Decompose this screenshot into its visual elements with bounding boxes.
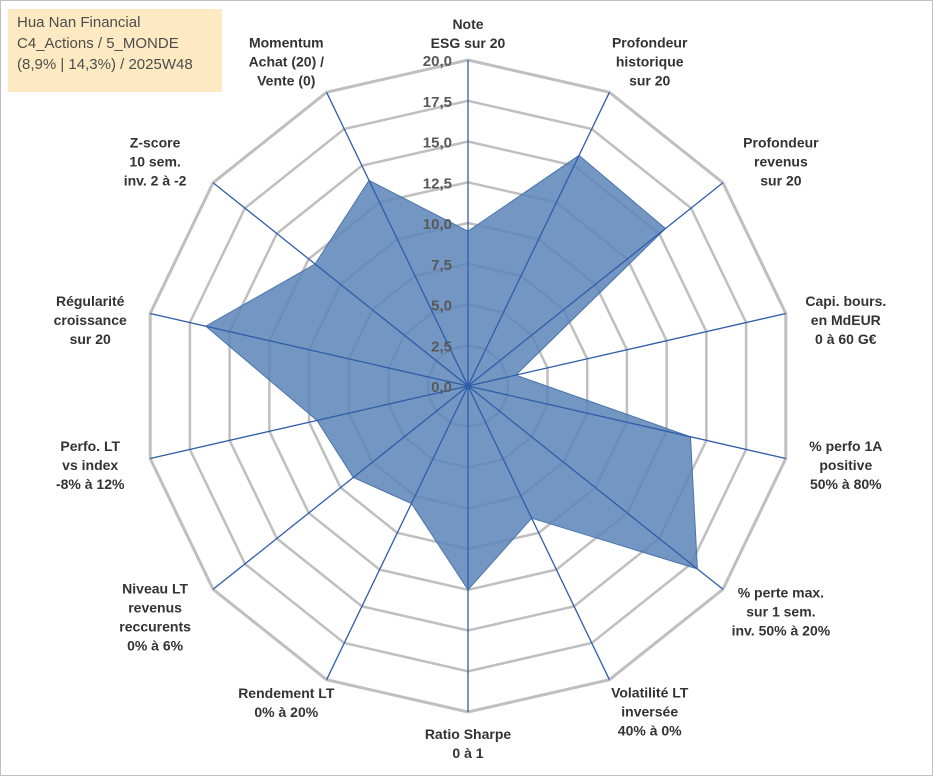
axis-spoke (212, 182, 469, 387)
axis-label-line: vs index (62, 457, 118, 473)
tick-label: 2,5 (431, 338, 452, 355)
axis-label: Ratio Sharpe 0 à 1 (425, 726, 512, 761)
axis-label-line: Note (452, 16, 483, 32)
tick-label: 10,0 (423, 216, 452, 233)
tick-label: 17,5 (423, 94, 452, 111)
axis-spoke (467, 385, 610, 680)
axis-label-line: -8% à 12% (56, 476, 125, 492)
axis-spoke (326, 385, 469, 680)
axis-label-line: % perte max. (738, 584, 824, 600)
axis-label-line: Capi. bours. (805, 293, 886, 309)
axis-label-line: Profondeur (743, 135, 819, 151)
axis-label-line: en MdEUR (811, 312, 881, 328)
axis-label-line: Achat (20) / (249, 54, 325, 70)
axis-label: Capi. bours. en MdEUR 0 à 60 G€ (805, 293, 886, 347)
axis-spoke (212, 385, 469, 590)
info-portfolio: C4_Actions / 5_MONDE (17, 35, 179, 52)
axis-label-line: 10 sem. (129, 154, 180, 170)
tick-label: 7,5 (431, 257, 452, 274)
axis-label: Profondeur historique sur 20 (612, 35, 688, 89)
axis-label-line: reccurents (119, 619, 191, 635)
axis-spoke (467, 385, 786, 460)
tick-label: 0,0 (431, 379, 452, 396)
axis-label-line: revenus (128, 600, 182, 616)
info-company-name: Hua Nan Financial (17, 14, 141, 31)
axis-label-line: % perfo 1A (809, 438, 882, 454)
axis-label-line: positive (819, 457, 872, 473)
axis-label-line: sur 20 (760, 173, 801, 189)
axis-spoke (467, 92, 610, 387)
axis-label: Z-score 10 sem. inv. 2 à -2 (124, 135, 187, 189)
radar-axes (150, 60, 786, 712)
axis-label-line: Régularité (56, 293, 125, 309)
axis-label: % perfo 1A positive 50% à 80% (809, 438, 882, 492)
axis-spoke (150, 312, 469, 387)
axis-label-line: 0% à 20% (254, 704, 318, 720)
axis-spoke (467, 385, 724, 590)
axis-label-line: inv. 2 à -2 (124, 173, 187, 189)
axis-label-line: Perfo. LT (60, 438, 120, 454)
axis-label-line: sur 20 (70, 331, 111, 347)
axis-label-line: inv. 50% à 20% (732, 622, 831, 638)
info-box: Hua Nan Financial C4_Actions / 5_MONDE (… (8, 9, 222, 92)
axis-label-line: sur 20 (629, 73, 670, 89)
axis-label: Profondeur revenus sur 20 (743, 135, 819, 189)
tick-label: 12,5 (423, 175, 452, 192)
axis-spoke (467, 182, 724, 387)
axis-spoke (467, 312, 786, 387)
axis-label-line: inversée (621, 703, 678, 719)
axis-label-line: Momentum (249, 35, 324, 51)
axis-label-line: 40% à 0% (618, 722, 682, 738)
axis-label: Régularité croissance sur 20 (54, 293, 127, 347)
axis-label-line: Niveau LT (122, 581, 188, 597)
axis-label: Momentum Achat (20) / Vente (0) (249, 35, 325, 89)
axis-label-line: ESG sur 20 (431, 35, 506, 51)
axis-label-line: Rendement LT (238, 685, 335, 701)
axis-label-line: Profondeur (612, 35, 688, 51)
axis-label: Volatilité LT inversée 40% à 0% (611, 684, 689, 738)
info-performance-week: (8,9% | 14,3%) / 2025W48 (17, 56, 193, 73)
tick-label: 20,0 (423, 53, 452, 70)
radial-tick-labels: 0,0 2,5 5,0 7,5 10,0 12,5 15,0 17,5 20,0 (423, 53, 452, 396)
axis-label-line: historique (616, 54, 684, 70)
axis-label-line: Vente (0) (257, 73, 315, 89)
tick-label: 15,0 (423, 135, 452, 152)
axis-label-line: 0 à 60 G€ (815, 331, 877, 347)
axis-label: Rendement LT 0% à 20% (238, 685, 335, 720)
axis-label: % perte max. sur 1 sem. inv. 50% à 20% (732, 584, 831, 638)
axis-label-line: revenus (754, 154, 808, 170)
axis-label-line: sur 1 sem. (746, 603, 815, 619)
axis-label-line: Volatilité LT (611, 684, 689, 700)
axis-spoke (326, 92, 469, 387)
axis-label-line: Z-score (130, 135, 181, 151)
axis-category-labels: Note ESG sur 20 Profondeur historique sur 20… (54, 16, 887, 761)
axis-label-line: 50% à 80% (810, 476, 882, 492)
tick-label: 5,0 (431, 298, 452, 315)
axis-label: Perfo. LT vs index -8% à 12% (56, 438, 125, 492)
axis-label: Niveau LT revenus reccurents 0% à 6% (119, 581, 191, 654)
axis-label-line: 0 à 1 (452, 745, 483, 761)
axis-spoke (150, 385, 469, 460)
axis-label-line: 0% à 6% (127, 638, 184, 654)
axis-label-line: Ratio Sharpe (425, 726, 512, 742)
axis-label: Note ESG sur 20 (431, 16, 506, 51)
axis-label-line: croissance (54, 312, 127, 328)
